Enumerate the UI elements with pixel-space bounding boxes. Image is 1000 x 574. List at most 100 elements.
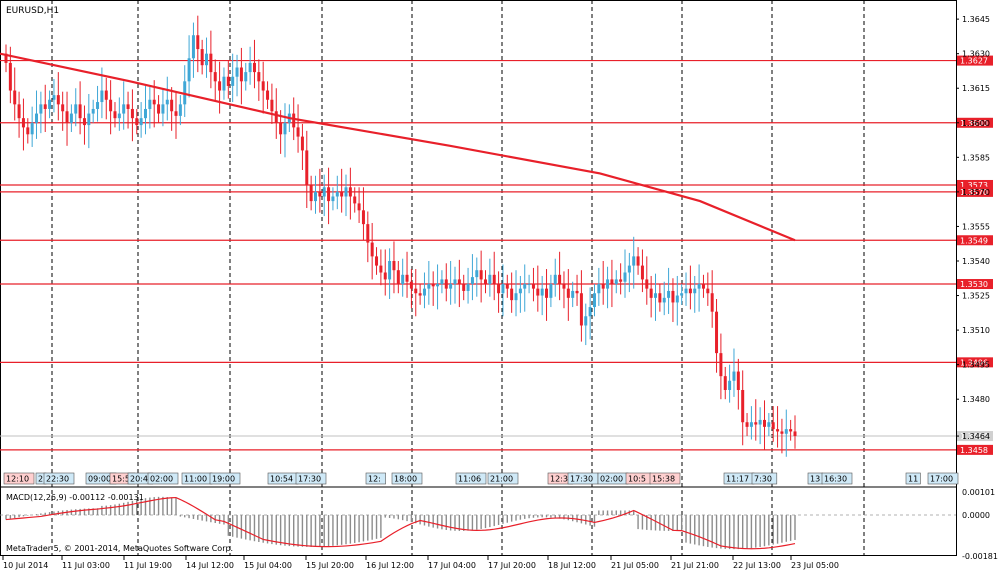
macd-tick-label: 0.00101 xyxy=(962,488,995,497)
candle-body xyxy=(497,284,501,294)
level-label: 1.3549 xyxy=(960,236,988,245)
candle-body xyxy=(658,293,662,303)
candle-body xyxy=(715,311,719,354)
trade-marker[interactable]: 17:30 xyxy=(295,472,327,485)
trade-marker[interactable]: 17:00 xyxy=(927,472,959,485)
trade-marker[interactable]: 21:00 xyxy=(487,472,519,485)
candle-body xyxy=(383,272,387,280)
trade-marker[interactable]: 02:00 xyxy=(147,472,179,485)
trade-marker[interactable]: 15:38 xyxy=(649,472,681,485)
candle-body xyxy=(614,279,618,285)
level-tag xyxy=(957,179,993,190)
candle-body xyxy=(566,288,570,298)
candle-body xyxy=(309,184,313,202)
candle-body xyxy=(536,288,540,296)
marker-label: 12: xyxy=(368,475,381,484)
candle-body xyxy=(357,203,361,211)
candle-body xyxy=(239,67,243,82)
candle-body xyxy=(436,284,440,287)
trade-marker[interactable]: 17:30 xyxy=(567,472,599,485)
candle-body xyxy=(305,150,309,185)
candle-body xyxy=(222,76,226,91)
marker-box xyxy=(391,472,423,485)
trade-markers[interactable]: 12:10 2 22:30 09:00 15:5 20:4 02:00 11:00 19:00 1… xyxy=(3,472,959,485)
trade-marker[interactable]: 12:10 xyxy=(3,472,35,485)
candle-body xyxy=(540,288,544,296)
trade-marker[interactable]: 22:30 xyxy=(43,472,75,485)
level-label: 1.3458 xyxy=(960,446,988,455)
candle-body xyxy=(21,118,25,128)
marker-label: 7:30 xyxy=(754,475,772,484)
marker-box xyxy=(751,472,778,485)
trade-marker[interactable]: 19:00 xyxy=(209,472,241,485)
vertical-grid xyxy=(0,0,957,556)
trade-marker[interactable]: 02:00 xyxy=(597,472,629,485)
candle-body xyxy=(627,265,631,273)
candle-body xyxy=(8,62,12,91)
candle-body xyxy=(87,113,91,126)
trade-marker[interactable]: 16:30 xyxy=(821,472,853,485)
candle-body xyxy=(52,95,56,100)
level-label: 1.3496 xyxy=(960,358,988,367)
candle-body xyxy=(379,265,383,273)
candle-body xyxy=(187,58,191,82)
candle-body xyxy=(30,122,34,135)
trade-marker[interactable]: 12: xyxy=(365,472,386,485)
macd-panel xyxy=(0,496,956,550)
candle-body xyxy=(213,72,217,82)
candle-body xyxy=(553,274,557,285)
candle-body xyxy=(401,274,405,285)
candle-body xyxy=(139,118,143,126)
marker-label: 09:00 xyxy=(88,475,111,484)
y-tick-label: 1.3480 xyxy=(962,395,990,404)
trade-marker[interactable]: 13 xyxy=(807,472,823,485)
candle-body xyxy=(396,270,400,285)
trade-marker[interactable]: 11:00 xyxy=(181,472,213,485)
candle-body xyxy=(82,118,86,126)
candle-body xyxy=(710,293,714,312)
candle-body xyxy=(13,90,17,105)
x-tick-label: 23 Jul 05:00 xyxy=(791,561,839,570)
trade-marker[interactable]: 7:30 xyxy=(751,472,778,485)
marker-box xyxy=(821,472,853,485)
moving-average xyxy=(0,52,796,242)
candle-body xyxy=(431,284,435,287)
candle-body xyxy=(366,224,370,243)
trade-marker[interactable]: 18:00 xyxy=(391,472,423,485)
time-axis: 10 Jul 2014 11 Jul 03:00 11 Jul 19:00 14 Ju… xyxy=(2,556,839,570)
trade-marker[interactable]: 11 xyxy=(905,472,921,485)
y-tick-label: 1.3540 xyxy=(962,257,990,266)
candle-body xyxy=(4,53,8,63)
marker-box xyxy=(3,472,35,485)
candle-body xyxy=(26,127,30,135)
candle-body xyxy=(527,284,531,286)
candle-body xyxy=(488,274,492,285)
candle-body xyxy=(449,284,453,289)
candle-body xyxy=(762,419,766,427)
candle-body xyxy=(91,108,95,114)
candle-body xyxy=(313,191,317,202)
candle-body xyxy=(318,191,322,197)
trade-marker[interactable]: 10:5 xyxy=(625,472,652,485)
trade-marker[interactable]: 10:54 xyxy=(267,472,299,485)
candle-body xyxy=(606,279,610,289)
candle-body xyxy=(331,196,335,202)
y-tick-label: 1.3645 xyxy=(962,15,990,24)
candle-body xyxy=(492,274,496,285)
candle-body xyxy=(117,113,121,119)
marker-label: 17:30 xyxy=(298,475,321,484)
candle-body xyxy=(758,419,762,425)
marker-box xyxy=(295,472,327,485)
trade-marker[interactable]: 11:06 xyxy=(455,472,487,485)
candle-body xyxy=(523,284,527,289)
level-tag xyxy=(957,117,993,128)
candle-body xyxy=(754,422,758,425)
candle-body xyxy=(422,288,426,296)
y-tick-label: 1.3525 xyxy=(962,292,990,301)
trade-marker[interactable]: 11:17 xyxy=(723,472,755,485)
level-tag xyxy=(957,357,993,368)
candle-body xyxy=(74,104,78,114)
